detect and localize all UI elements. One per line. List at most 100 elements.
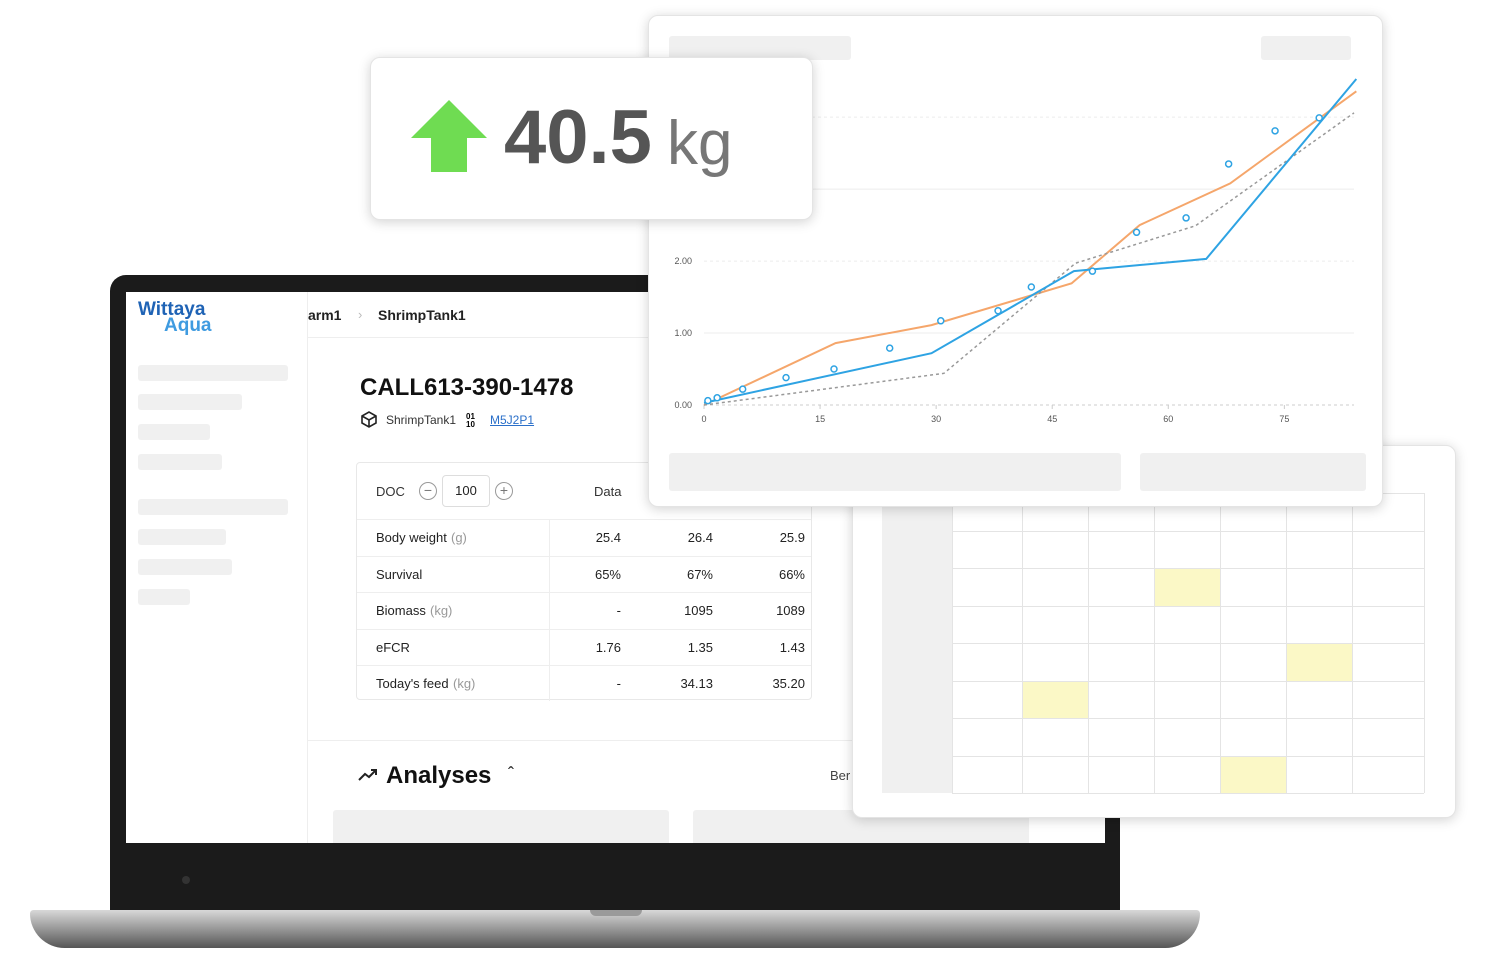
data-point	[1271, 127, 1279, 135]
data-point	[1224, 160, 1233, 168]
nav-placeholder	[138, 589, 190, 605]
svg-text:10: 10	[466, 420, 475, 428]
nav-placeholder	[138, 499, 288, 515]
grid-row	[952, 793, 1424, 794]
nav-placeholder	[138, 365, 288, 381]
grid-row	[952, 605, 1424, 607]
cell-value: 67%	[686, 566, 713, 582]
data-table: DOC −100 + Data Body weight (g) 25.4 26.4 25.9 Su…	[356, 462, 812, 701]
nav-placeholder	[138, 454, 222, 470]
row-divider	[357, 592, 811, 594]
analyses-icon	[358, 769, 377, 781]
divider	[308, 740, 1105, 741]
tank-name: ShrimpTank1	[386, 413, 457, 427]
grid-card	[852, 445, 1456, 818]
data-point	[782, 373, 790, 382]
cell-value: 1.76	[595, 639, 621, 655]
chart-footer-placeholder	[1140, 453, 1366, 491]
x-tick-label: 0	[701, 414, 706, 424]
y-tick-label: 2.00	[674, 256, 692, 266]
cell-value: 35.20	[772, 676, 805, 692]
row-divider	[357, 519, 811, 520]
collapse-caret[interactable]: ˆ	[508, 764, 514, 784]
doc-decrement[interactable]: −	[419, 482, 437, 500]
x-tick-label: 45	[1047, 414, 1057, 424]
data-point	[1088, 267, 1097, 275]
grid-side	[882, 493, 952, 793]
breadcrumb[interactable]: arm1	[308, 307, 342, 323]
y-tick-label: 0.00	[674, 400, 692, 410]
grid-row	[952, 530, 1424, 532]
chart-title-placeholder	[669, 36, 851, 60]
y-tick-label: 1.00	[674, 328, 692, 338]
analyses-side[interactable]: Ber	[830, 768, 851, 783]
doc-increment[interactable]: +	[495, 482, 513, 500]
column-divider	[549, 519, 550, 701]
breadcrumb[interactable]: ShrimpTank1	[378, 307, 466, 323]
cell-value: 1089	[776, 603, 805, 619]
nav-placeholder	[138, 394, 242, 410]
grid-row	[952, 680, 1424, 682]
data-point	[1315, 114, 1323, 122]
data-point	[1027, 283, 1036, 291]
code-link[interactable]: M5J2P1	[490, 413, 535, 427]
weight-unit: kg	[667, 109, 733, 178]
series-line	[703, 90, 1357, 406]
data-point	[738, 385, 747, 393]
data-point	[1132, 228, 1141, 237]
cell-value: 1.43	[779, 639, 805, 655]
cell-value: 1095	[684, 603, 713, 619]
row-label: eFCR	[376, 639, 410, 655]
data-point	[937, 317, 945, 325]
grid-row	[952, 718, 1424, 719]
row-divider	[357, 628, 811, 630]
cell-value: 25.4	[595, 530, 621, 545]
grid-row	[952, 643, 1424, 644]
nav-placeholder	[138, 424, 210, 440]
nav-placeholder	[138, 529, 226, 545]
highlight-cell	[1286, 643, 1352, 681]
series-line	[703, 78, 1358, 404]
data-point	[1182, 214, 1190, 222]
analyses-title[interactable]: Analyses	[386, 762, 492, 789]
panel-placeholder	[333, 810, 669, 843]
chart-footer-placeholder	[669, 453, 1121, 491]
column-header: Data	[594, 484, 622, 499]
weight-card: 40.5 kg	[370, 57, 813, 220]
doc-input[interactable]: 100	[442, 475, 490, 507]
chart-control-placeholder	[1261, 36, 1351, 60]
cell-value: -	[616, 603, 621, 619]
row-label: Survival	[376, 566, 423, 582]
grid-row	[952, 568, 1424, 569]
row-unit: (kg)	[453, 676, 476, 692]
row-unit: (kg)	[430, 603, 453, 619]
camera	[182, 876, 190, 884]
row-unit: (g)	[451, 530, 467, 545]
highlight-cell	[1154, 568, 1220, 606]
cell-value: 26.4	[687, 530, 713, 545]
weight-value: 40.5	[504, 95, 652, 180]
logo-line1: Wittaya	[138, 299, 206, 320]
page-title: CALL613-390-1478	[360, 374, 574, 401]
data-point	[713, 394, 721, 402]
data-point	[994, 306, 1002, 315]
up-arrow	[411, 100, 487, 172]
cell-value: 34.13	[680, 676, 713, 692]
svg-text:01: 01	[466, 412, 475, 421]
cell-value: -	[616, 676, 621, 692]
x-tick-label: 30	[931, 414, 941, 424]
cell-value: 25.9	[779, 530, 805, 545]
row-label: Body weight	[376, 530, 447, 545]
row-divider	[357, 665, 811, 667]
x-tick-label: 15	[815, 414, 825, 424]
row-divider	[357, 555, 811, 557]
row-label: Biomass	[376, 603, 426, 619]
cell-value: 1.35	[687, 639, 713, 655]
data-point	[704, 396, 712, 405]
laptop-base	[30, 910, 1200, 948]
data-point	[885, 344, 894, 352]
x-tick-label: 75	[1279, 414, 1289, 424]
